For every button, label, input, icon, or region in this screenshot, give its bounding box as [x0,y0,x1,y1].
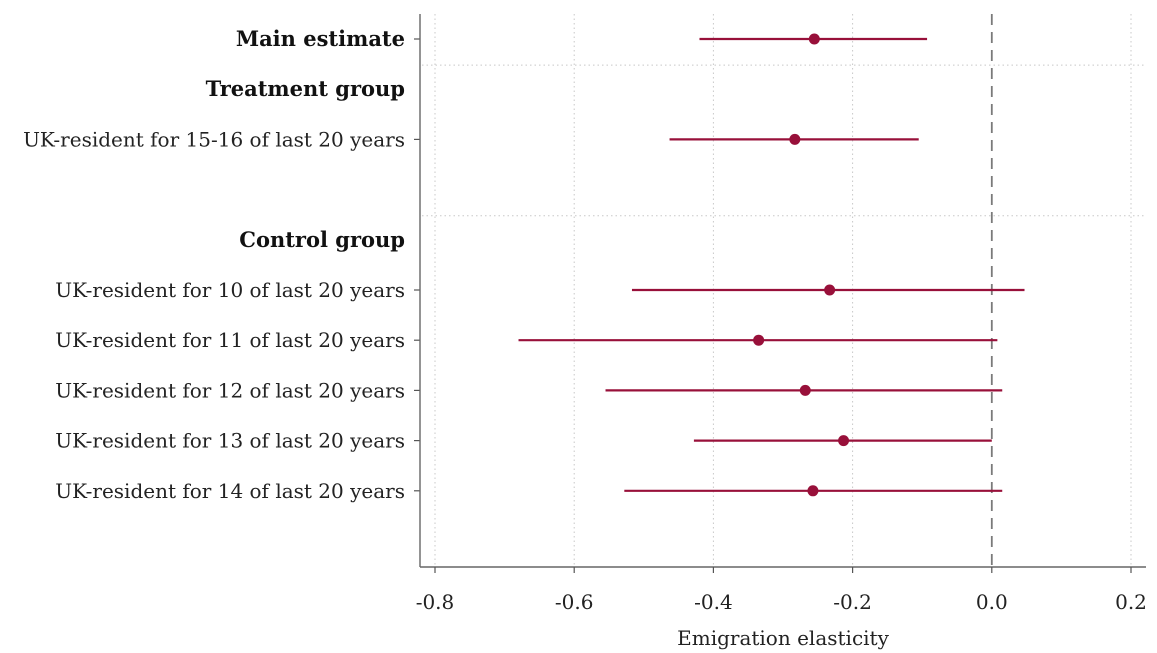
x-tick-label: -0.4 [694,590,733,614]
group-header-label: Treatment group [206,76,405,101]
x-tick-label: -0.6 [555,590,594,614]
point-estimate [838,435,850,447]
point-estimate [753,334,765,346]
axis-layer [414,14,1146,573]
x-axis-title: Emigration elasticity [677,626,889,650]
label-layer: Main estimate Treatment group UK-resident … [23,26,1147,614]
point-estimate [799,384,811,396]
x-tick-label: -0.8 [416,590,455,614]
row-label: UK-resident for 11 of last 20 years [55,328,405,352]
row-label: UK-resident for 14 of last 20 years [55,479,405,503]
mark-layer [518,33,1025,497]
row-label: UK-resident for 10 of last 20 years [55,278,405,302]
point-estimate [808,33,820,45]
group-header-label: Control group [239,227,405,252]
row-label: UK-resident for 15-16 of last 20 years [23,127,405,151]
x-tick-label: 0.0 [976,590,1008,614]
point-estimate [807,485,819,497]
x-tick-label: 0.2 [1115,590,1147,614]
x-tick-label: -0.2 [833,590,872,614]
row-label: UK-resident for 12 of last 20 years [55,378,405,402]
point-estimate [789,133,801,145]
row-label: UK-resident for 13 of last 20 years [55,429,405,453]
row-label: Main estimate [236,26,405,51]
point-estimate [824,284,836,296]
